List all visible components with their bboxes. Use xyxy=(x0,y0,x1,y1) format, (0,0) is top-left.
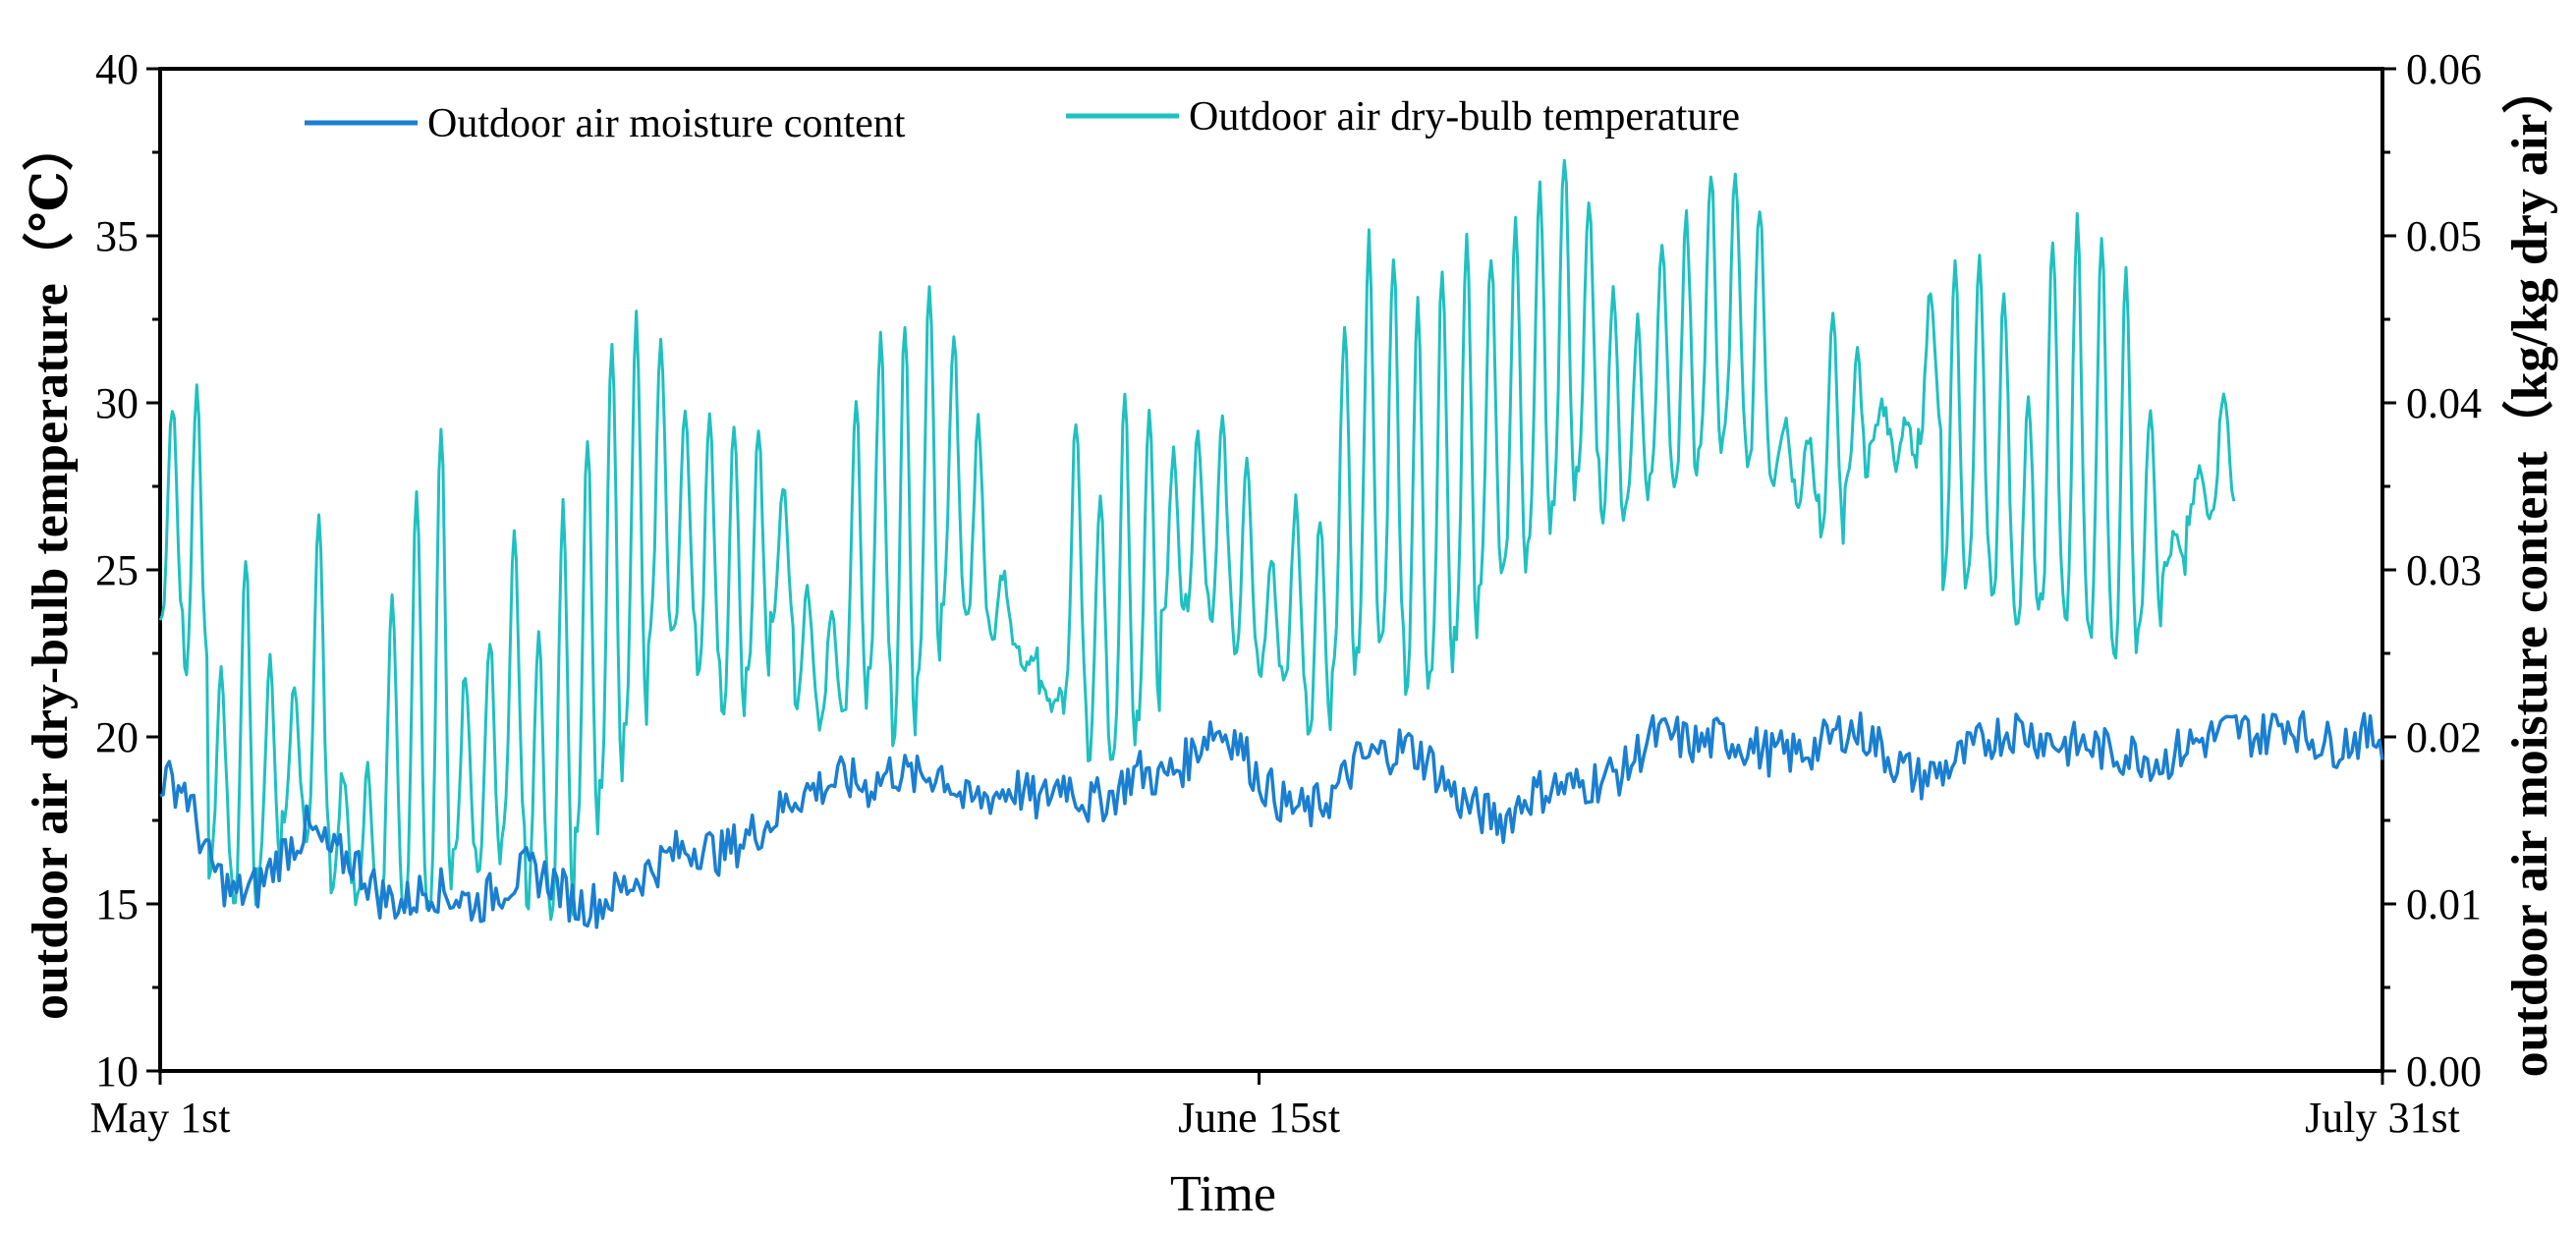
right-axis-ticks: 0.00 0.01 0.02 0.03 0.04 0.05 0.06 xyxy=(2382,45,2482,1096)
left-axis-title: outdoor air dry-bulb temperature（℃） xyxy=(22,120,79,1020)
x-tick-label: June 15st xyxy=(1178,1094,1340,1142)
x-tick-label: May 1st xyxy=(90,1094,231,1142)
x-tick-label: July 31st xyxy=(2305,1094,2460,1142)
legend-label-temperature: Outdoor air dry-bulb temperature xyxy=(1189,94,1740,140)
right-axis-title: outdoor air moisture content（kg/kg dry a… xyxy=(2501,63,2558,1078)
x-axis-ticks: May 1st June 15st July 31st xyxy=(90,1071,2460,1142)
x-axis-title: Time xyxy=(1170,1166,1276,1222)
left-tick-label: 15 xyxy=(95,880,139,928)
left-tick-label: 20 xyxy=(95,713,139,761)
left-tick-label: 10 xyxy=(95,1047,139,1096)
temperature-line xyxy=(158,158,2236,922)
left-tick-label: 35 xyxy=(95,212,139,260)
right-tick-label: 0.00 xyxy=(2406,1047,2482,1096)
right-tick-label: 0.05 xyxy=(2406,212,2482,260)
right-tick-label: 0.04 xyxy=(2406,379,2482,427)
right-tick-label: 0.02 xyxy=(2406,713,2482,761)
plot-frame xyxy=(158,67,2384,1073)
legend-label-moisture: Outdoor air moisture content xyxy=(427,101,906,146)
left-tick-label: 25 xyxy=(95,546,139,594)
left-axis-ticks: 10 15 20 25 30 35 40 xyxy=(95,45,160,1096)
right-tick-label: 0.01 xyxy=(2406,880,2482,928)
legend: Outdoor air moisture content Outdoor air… xyxy=(305,94,1740,146)
left-tick-label: 40 xyxy=(95,45,139,93)
right-tick-label: 0.03 xyxy=(2406,546,2482,594)
moisture-series-group xyxy=(159,709,2384,929)
left-tick-label: 30 xyxy=(95,379,139,427)
moisture-line xyxy=(159,709,2384,929)
right-tick-label: 0.06 xyxy=(2406,45,2482,93)
temperature-series-group xyxy=(158,158,2236,922)
